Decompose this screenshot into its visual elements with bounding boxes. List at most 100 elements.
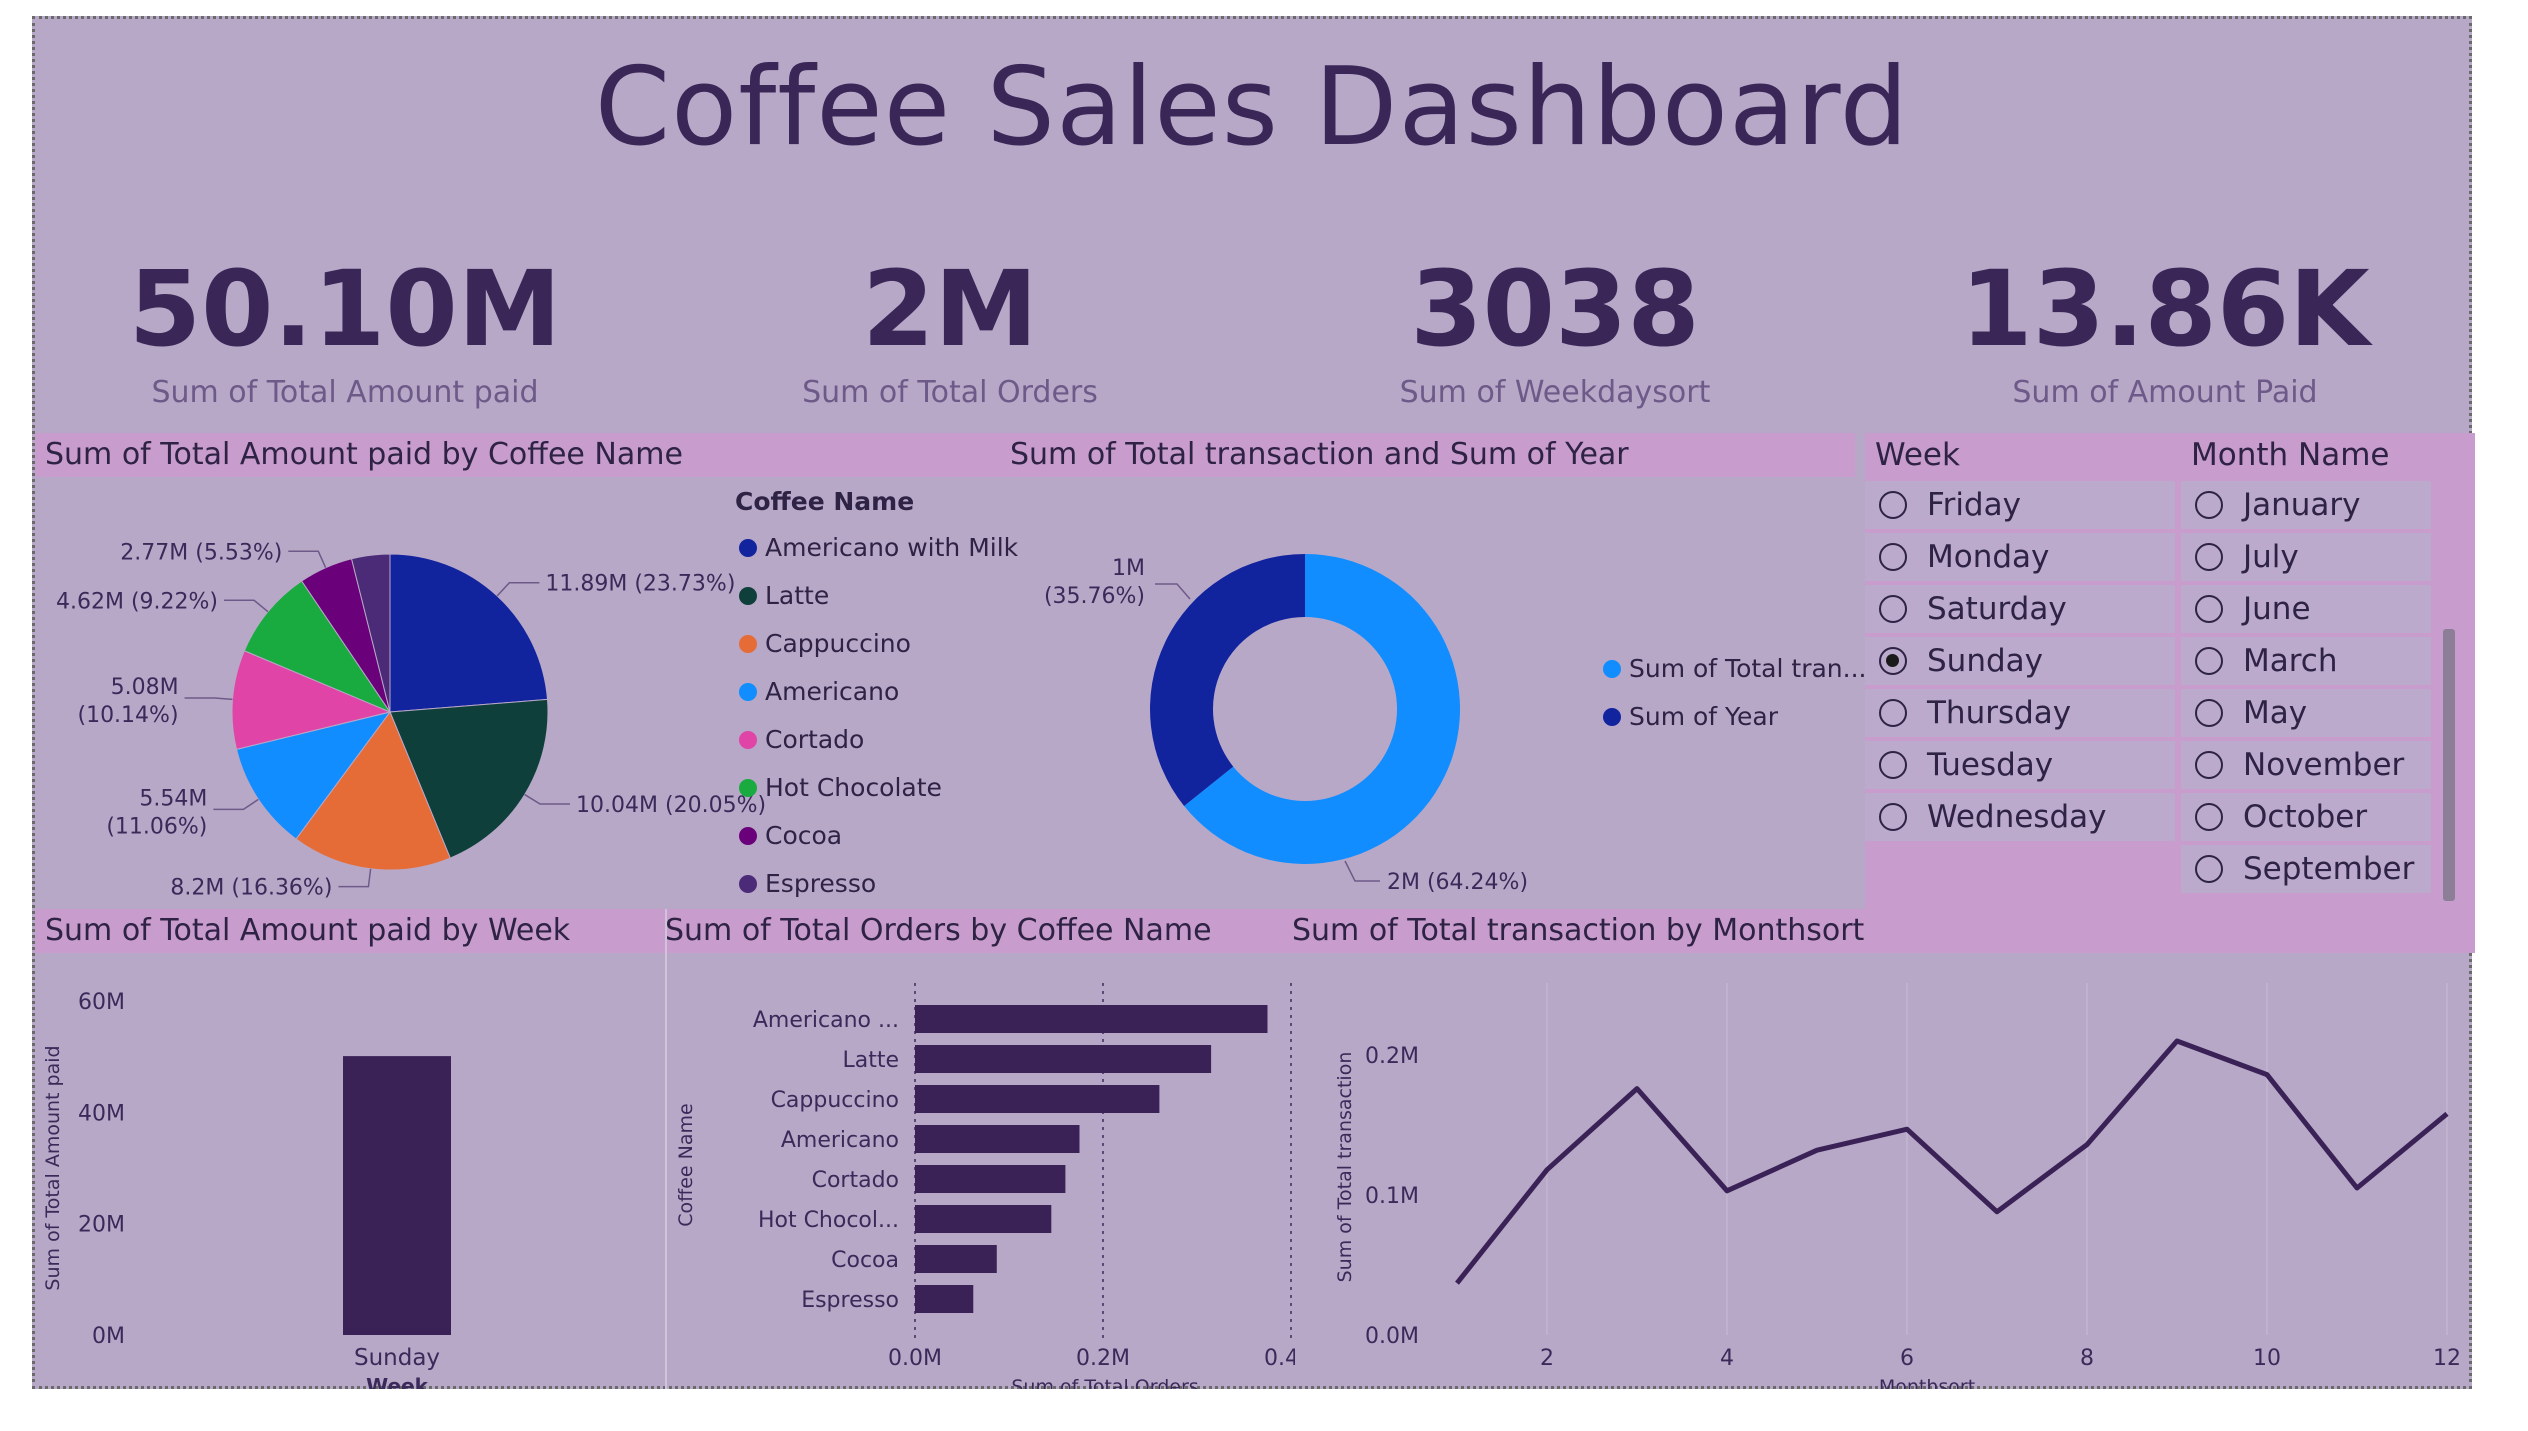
pie-legend-item[interactable]: Cappuccino	[739, 629, 911, 658]
y-axis-label: Coffee Name	[675, 1103, 697, 1226]
month-slicer-item[interactable]: July	[2181, 533, 2431, 581]
radio-button-icon[interactable]	[1879, 699, 1907, 727]
pie-chart[interactable]: 11.89M (23.73%) 10.04M (20.05%) 8.2M (16.3…	[35, 479, 1035, 919]
month-slicer-item[interactable]: May	[2181, 689, 2431, 737]
radio-button-icon[interactable]	[1879, 647, 1907, 675]
x-axis-label: Sum of Total Orders	[1011, 1376, 1198, 1389]
divider	[665, 909, 667, 1389]
legend-swatch-icon	[739, 634, 757, 653]
pie-slice	[235, 711, 392, 840]
orders-bar-chart-title: Sum of Total Orders by Coffee Name	[665, 913, 1212, 948]
y-tick-label: 60M	[78, 990, 125, 1015]
pie-legend-item[interactable]: Cortado	[739, 725, 864, 754]
y-tick-label: 40M	[78, 1101, 125, 1126]
radio-button-icon[interactable]	[1879, 491, 1907, 519]
week-slicer-item[interactable]: Monday	[1865, 533, 2175, 581]
donut-legend-item[interactable]: Sum of Total tran...	[1603, 654, 1866, 683]
pie-leader-line	[496, 581, 540, 597]
month-slicer: Month Name January July June March May Novemb…	[2181, 433, 2475, 911]
radio-button-icon[interactable]	[2195, 491, 2223, 519]
week-slicer-item[interactable]: Thursday	[1865, 689, 2175, 737]
y-tick-label: Americano ...	[753, 1008, 899, 1033]
donut-data-label: 2M (64.24%)	[1387, 870, 1528, 895]
kpi-value: 13.86K	[1960, 248, 2370, 370]
pie-legend-item[interactable]: Americano	[739, 677, 899, 706]
pie-chart-title: Sum of Total Amount paid by Coffee Name	[45, 437, 683, 472]
pie-data-label: 8.2M (16.36%)	[170, 876, 332, 901]
transaction-line-chart[interactable]: 0.0M 0.1M 0.2M 2 4 6 8 10 12 Monthsort Sum of Tota…	[1297, 953, 2475, 1389]
legend-label: Sum of Year	[1629, 702, 1778, 731]
pie-legend-item[interactable]: Latte	[739, 581, 829, 610]
pie-leader-line	[338, 868, 372, 888]
radio-button-icon[interactable]	[2195, 595, 2223, 623]
month-slicer-label: March	[2243, 643, 2338, 679]
bottom-charts-header-band: Sum of Total Amount paid by Week Sum of …	[35, 909, 2475, 953]
radio-button-icon[interactable]	[1879, 803, 1907, 831]
month-slicer-item[interactable]: November	[2181, 741, 2431, 789]
month-slicer-item[interactable]: October	[2181, 793, 2431, 841]
x-tick-label: 0.2M	[1076, 1346, 1130, 1371]
pie-data-label: 4.62M (9.22%)	[56, 589, 218, 614]
pie-slice	[389, 553, 549, 713]
radio-button-icon[interactable]	[2195, 855, 2223, 883]
week-slicer-item[interactable]: Friday	[1865, 481, 2175, 529]
week-bar-chart[interactable]: 0M 20M 40M 60M Sunday Week Sum of Total Amount…	[35, 953, 665, 1389]
y-tick-label: 0M	[92, 1324, 125, 1349]
radio-button-icon[interactable]	[2195, 647, 2223, 675]
pie-slice	[389, 698, 549, 859]
legend-swatch-icon	[739, 778, 757, 797]
week-slicer-item[interactable]: Sunday	[1865, 637, 2175, 685]
week-slicer-label: Tuesday	[1927, 747, 2054, 783]
radio-button-icon[interactable]	[1879, 543, 1907, 571]
radio-button-icon[interactable]	[1879, 595, 1907, 623]
pie-legend-item[interactable]: Espresso	[739, 869, 876, 898]
pie-data-label-pct: (10.14%)	[77, 703, 178, 728]
month-slicer-label: October	[2243, 799, 2368, 835]
y-tick-label: 0.2M	[1365, 1044, 1419, 1069]
week-slicer-item[interactable]: Saturday	[1865, 585, 2175, 633]
pie-legend-item[interactable]: Americano with Milk	[739, 533, 1018, 562]
month-slicer-label: June	[2243, 591, 2311, 627]
orders-bar-chart[interactable]: 0.0M 0.2M 0.4M Americano ... Latte Cappuccino…	[667, 953, 1295, 1389]
week-slicer-title: Week	[1875, 437, 1960, 473]
x-tick-label: 10	[2253, 1346, 2281, 1371]
kpi-value: 50.10M	[128, 248, 562, 370]
legend-label: Cortado	[765, 725, 865, 754]
month-slicer-label: January	[2243, 487, 2361, 523]
week-slicer-item[interactable]: Tuesday	[1865, 741, 2175, 789]
bar	[915, 1245, 997, 1273]
kpi-card-amount-paid[interactable]: 13.86K Sum of Amount Paid	[1885, 257, 2445, 410]
y-tick-label: 20M	[78, 1213, 125, 1238]
donut-leader-line	[1344, 860, 1380, 882]
month-slicer-item[interactable]: September	[2181, 845, 2431, 893]
donut-leader-line	[1155, 583, 1191, 600]
pie-donut-header-band: Sum of Total Amount paid by Coffee Name …	[35, 433, 1855, 477]
kpi-card-weekdaysort[interactable]: 3038 Sum of Weekdaysort	[1275, 257, 1835, 410]
month-slicer-item[interactable]: January	[2181, 481, 2431, 529]
donut-legend-item[interactable]: Sum of Year	[1603, 702, 1778, 731]
y-tick-label: Espresso	[801, 1288, 899, 1313]
kpi-card-total-orders[interactable]: 2M Sum of Total Orders	[670, 257, 1230, 410]
radio-button-icon[interactable]	[2195, 751, 2223, 779]
month-slicer-item[interactable]: June	[2181, 585, 2431, 633]
legend-label: Cappuccino	[765, 629, 911, 658]
donut-chart-title: Sum of Total transaction and Sum of Year	[1010, 437, 1629, 472]
month-slicer-item[interactable]: March	[2181, 637, 2431, 685]
radio-button-icon[interactable]	[2195, 803, 2223, 831]
pie-legend-item[interactable]: Hot Chocolate	[739, 773, 942, 802]
x-axis-label: Week	[366, 1374, 428, 1389]
kpi-card-total-amount[interactable]: 50.10M Sum of Total Amount paid	[65, 257, 625, 410]
week-slicer-item[interactable]: Wednesday	[1865, 793, 2175, 841]
legend-label: Espresso	[765, 869, 877, 898]
pie-data-label: 10.04M (20.05%)	[576, 793, 766, 818]
month-slicer-scrollbar[interactable]	[2443, 629, 2455, 901]
week-slicer-label: Thursday	[1927, 695, 2072, 731]
month-slicer-label: July	[2243, 539, 2299, 575]
legend-swatch-icon	[1603, 659, 1621, 678]
radio-button-icon[interactable]	[2195, 699, 2223, 727]
radio-button-icon[interactable]	[2195, 543, 2223, 571]
pie-legend-item[interactable]: Cocoa	[739, 821, 842, 850]
bar	[915, 1045, 1212, 1073]
donut-chart[interactable]: 2M (64.24%) 1M (35.76%)	[1035, 479, 1855, 919]
radio-button-icon[interactable]	[1879, 751, 1907, 779]
